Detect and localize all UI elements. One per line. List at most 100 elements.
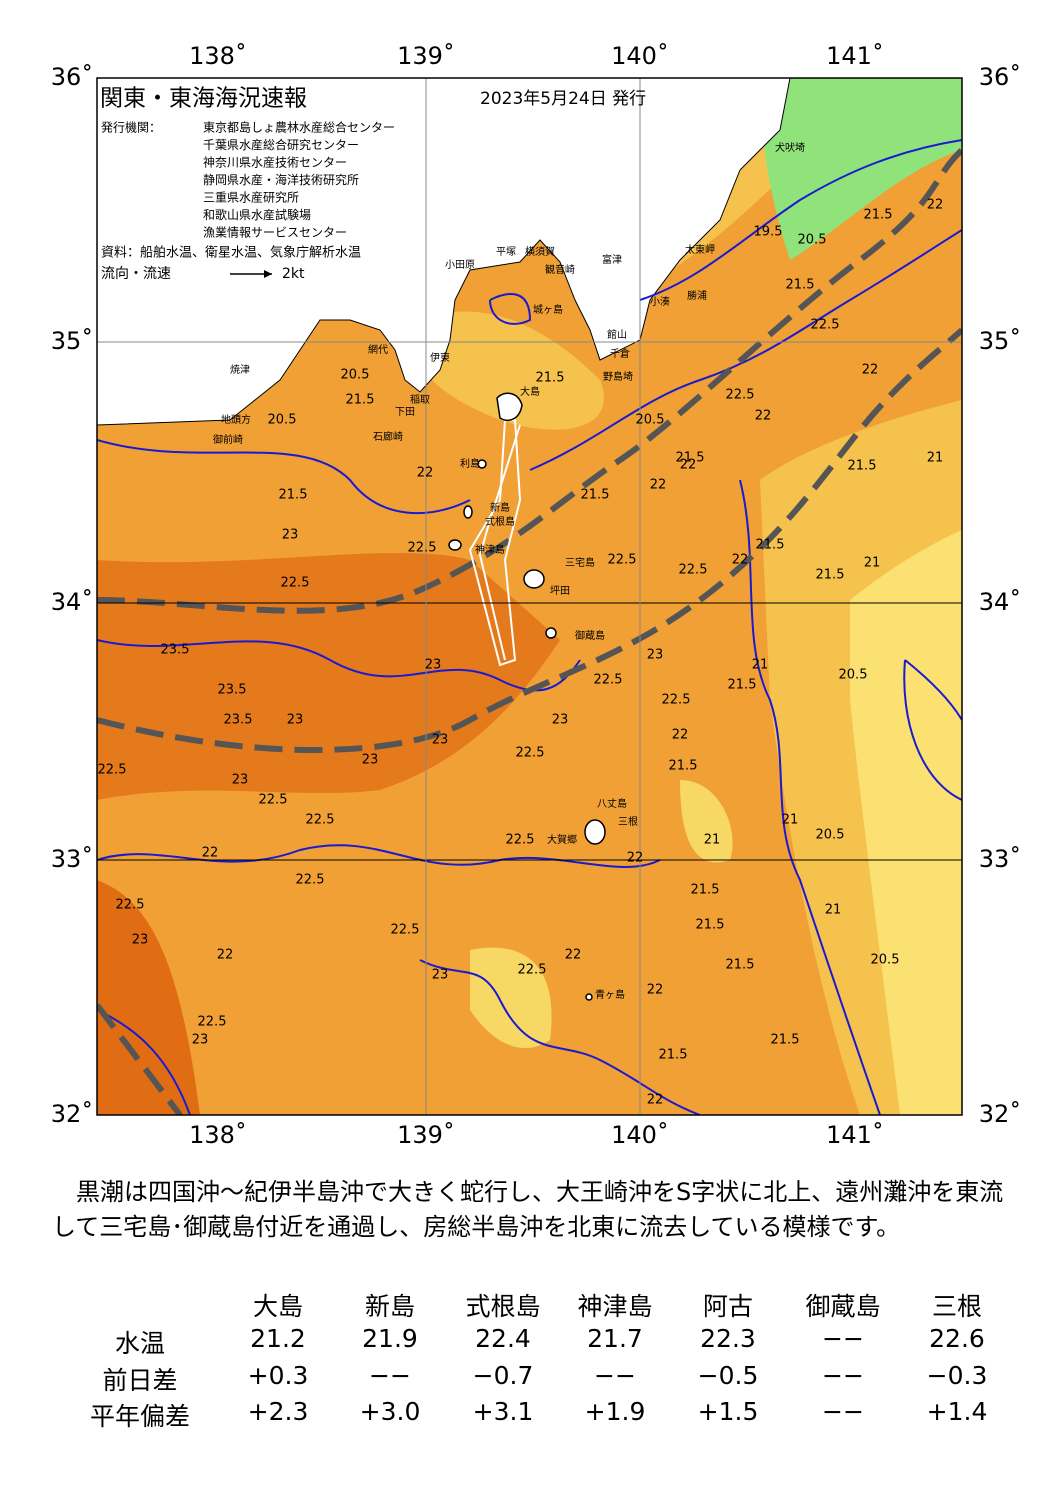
lon-label-top: 141˚ [826, 42, 884, 70]
contour-label: 21.5 [771, 1033, 800, 1048]
contour-label: 22 [862, 363, 879, 378]
contour-label: 20.5 [871, 953, 900, 968]
lon-label-bottom: 141˚ [826, 1121, 884, 1149]
contour-label: 22.5 [679, 563, 708, 578]
lat-label-left: 32˚ [51, 1100, 94, 1128]
contour-labels: 20.521.520.521.5222322.522.521.521.52222… [98, 198, 944, 1108]
lat-label-right: 32˚ [979, 1100, 1022, 1128]
place-name: 神津島 [475, 543, 505, 556]
issuer-label: 発行機関： [101, 120, 161, 135]
contour-label: 22 [927, 198, 944, 213]
contour-label: 21.5 [848, 459, 877, 474]
column-header: 御蔵島 [805, 1292, 881, 1321]
place-name: 小田原 [445, 259, 475, 271]
issuer: 静岡県水産・海洋技術研究所 [203, 172, 359, 187]
lat-label-right: 35˚ [979, 327, 1022, 355]
contour-label: 20.5 [341, 368, 370, 383]
contour-label: 22.5 [608, 553, 637, 568]
contour-label: 22.5 [506, 833, 535, 848]
contour-label: 23 [232, 773, 249, 788]
place-name: 三根 [618, 815, 638, 828]
contour-label: 23.5 [218, 683, 247, 698]
contour-label: 21.5 [864, 208, 893, 223]
lon-label-bottom: 139˚ [397, 1121, 455, 1149]
lat-label-right: 36˚ [979, 63, 1022, 91]
lon-label-top: 139˚ [397, 42, 455, 70]
place-name: 八丈島 [597, 797, 627, 810]
table-cell: +3.1 [472, 1397, 534, 1426]
contour-label: 22.5 [594, 673, 623, 688]
contour-label: 21.5 [696, 918, 725, 933]
contour-label: 21.5 [669, 759, 698, 774]
place-name: 稲取 [410, 394, 430, 406]
place-name: 館山 [607, 328, 627, 341]
map: 20.521.520.521.5222322.522.521.521.52222… [51, 42, 1022, 1149]
contour-label: 22.5 [516, 746, 545, 761]
sea-temperature-field: 20.521.520.521.5222322.522.521.521.52222… [97, 78, 962, 1115]
column-header: 新島 [364, 1292, 415, 1321]
source: 資料：船舶水温、衛星水温、気象庁解析水温 [101, 245, 361, 261]
contour-label: 22.5 [726, 388, 755, 403]
map-frame [96, 77, 963, 1116]
contour-label: 21 [927, 451, 944, 466]
column-header: 大島 [252, 1292, 303, 1321]
contour-label: 20.5 [798, 233, 827, 248]
contour-label: 21 [752, 658, 769, 673]
place-name: 伊東 [430, 351, 450, 364]
table-cell: −− [369, 1361, 411, 1390]
contour-label: 23 [282, 528, 299, 543]
place-name: 網代 [368, 343, 388, 356]
contour-label: 23 [132, 933, 149, 948]
contour-label: 22 [650, 478, 667, 493]
issuer: 千葉県水産総合研究センター [203, 137, 359, 152]
contour-label: 21 [864, 556, 881, 571]
place-name: 焼津 [230, 364, 250, 376]
map-title: 関東・東海海況速報 [100, 86, 307, 112]
table-cell: +3.0 [359, 1397, 421, 1426]
contour-label: 23.5 [161, 643, 190, 658]
table-cell: −0.5 [697, 1361, 759, 1390]
place-name: 下田 [395, 407, 415, 418]
islands [448, 392, 606, 1001]
issuer: 東京都島しょ農林水産総合センター [203, 120, 395, 135]
contour-label: 22.5 [98, 763, 127, 778]
table-cell: −0.7 [472, 1361, 534, 1390]
table-cell: −− [822, 1361, 864, 1390]
contour-label: 21.5 [676, 451, 705, 466]
issue-date: 2023年5月24日 発行 [480, 89, 646, 109]
contour-label: 19.5 [754, 225, 783, 240]
place-name: 地頭方 [221, 413, 251, 426]
contour-label: 21.5 [279, 488, 308, 503]
place-name: 城ヶ島 [533, 303, 563, 316]
table-cell: +1.5 [697, 1397, 759, 1426]
column-header: 神津島 [577, 1292, 653, 1321]
lon-label-top: 138˚ [189, 42, 247, 70]
contour-label: 22.5 [198, 1015, 227, 1030]
place-name: 勝浦 [687, 289, 707, 302]
place-name: 利島 [460, 457, 480, 470]
table-cell: +0.3 [247, 1361, 309, 1390]
contour-label: 20.5 [839, 668, 868, 683]
legend-arrowhead [264, 270, 272, 278]
contour-label: 21.5 [786, 278, 815, 293]
lat-label-left: 36˚ [51, 63, 94, 91]
contour-label: 23 [647, 648, 664, 663]
table-cell: −− [822, 1324, 864, 1353]
issuer: 神奈川県水産技術センター [203, 155, 347, 170]
contour-label: 22.5 [306, 813, 335, 828]
contour-label: 23 [432, 968, 449, 983]
contour-label: 21.5 [659, 1048, 688, 1063]
place-name: 式根島 [485, 515, 515, 528]
graticule [97, 78, 962, 1115]
table-cell: 21.7 [587, 1324, 643, 1353]
contour-label: 22.5 [259, 793, 288, 808]
contour-label: 22 [647, 1093, 664, 1108]
table-cell: +1.9 [584, 1397, 646, 1426]
contour-label: 21 [782, 813, 799, 828]
contour-label: 21.5 [726, 958, 755, 973]
place-name: 横須賀 [525, 245, 555, 258]
contour-label: 22 [755, 409, 772, 424]
place-name: 御蔵島 [575, 629, 605, 642]
